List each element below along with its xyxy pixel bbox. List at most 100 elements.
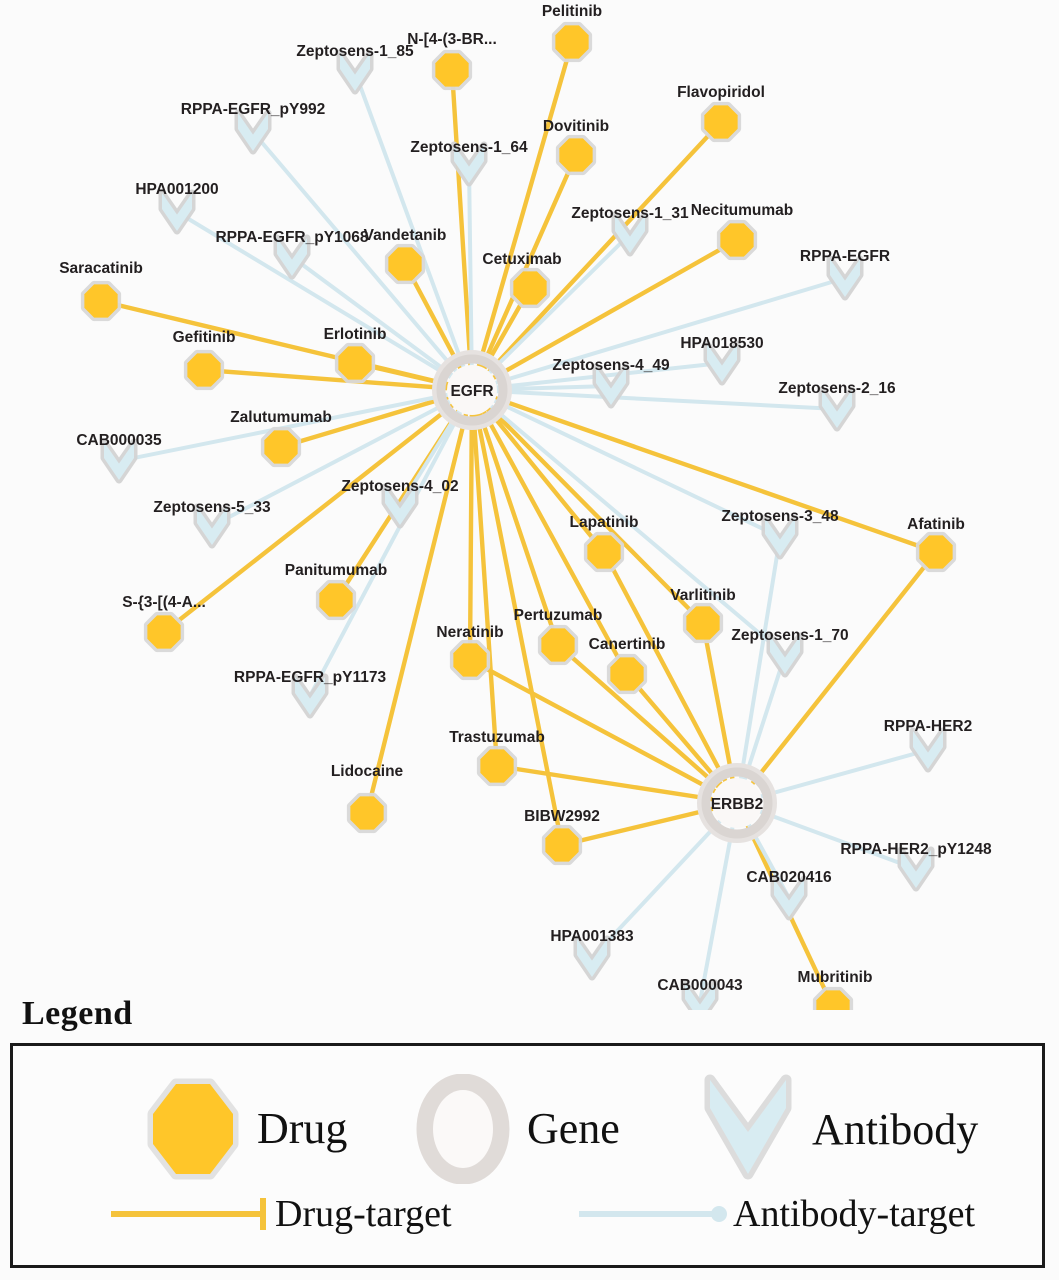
antibody-node[interactable] (681, 979, 719, 1010)
drug-node[interactable] (915, 531, 957, 573)
antibody-node[interactable] (761, 514, 799, 560)
drug-node[interactable] (80, 280, 122, 322)
drug-node[interactable] (334, 342, 376, 384)
drug-node[interactable] (431, 49, 473, 91)
edge-drug-target (161, 387, 475, 635)
drug-node[interactable] (183, 349, 225, 391)
drug-node-label: Erlotinib (324, 326, 387, 343)
drug-node[interactable] (346, 792, 388, 834)
gene-node-erbb2[interactable] (697, 763, 777, 843)
antibody-node-label: Zeptosens-1_85 (296, 43, 414, 60)
drug-node[interactable] (315, 579, 357, 621)
drug-node-label: Afatinib (907, 516, 965, 533)
antibody-node[interactable] (336, 49, 374, 95)
antibody-node[interactable] (234, 109, 272, 155)
drug-node-label: S-{3-[(4-A... (122, 594, 206, 611)
drug-node-label: Necitumumab (691, 202, 794, 219)
drug-node-label: Dovitinib (543, 118, 609, 135)
legend-label-antibody: Antibody (812, 1105, 979, 1154)
antibody-node[interactable] (611, 211, 649, 257)
drug-node[interactable] (541, 824, 583, 866)
edge-drug-target (469, 387, 706, 626)
drug-node[interactable] (551, 21, 593, 63)
antibody-node[interactable] (897, 846, 935, 892)
legend-item-antibody-target: Antibody-target (573, 1194, 975, 1234)
legend-item-gene: Gene (413, 1074, 620, 1184)
edge-drug-target (469, 387, 500, 769)
legend-edge-row: Drug-target Antibody-target (13, 1194, 1042, 1256)
antibody-node[interactable] (100, 438, 138, 484)
antibody-node[interactable] (703, 340, 741, 386)
antibody-node-label: Zeptosens-1_31 (571, 205, 689, 222)
drug-node[interactable] (700, 101, 742, 143)
legend-label-antibody-target: Antibody-target (733, 1193, 976, 1235)
network-canvas[interactable]: Zeptosens-1_85 RPPA-EGFR_pY992 Zeptosens-1… (0, 0, 1059, 1010)
antibody-node[interactable] (193, 503, 231, 549)
gene-node-egfr[interactable] (432, 350, 512, 430)
drug-node-label: Neratinib (436, 624, 503, 641)
gene-node-label: ERBB2 (711, 796, 764, 813)
edge-drug-target (494, 763, 740, 806)
legend: Legend Drug Gene (0, 990, 1059, 1280)
drug-node-label: N-[4-(3-BR... (407, 31, 497, 48)
edge-drug-target (469, 39, 575, 393)
drug-node-label: Lapatinib (570, 514, 639, 531)
antibody-node[interactable] (826, 255, 864, 301)
antibody-node-label: HPA001200 (135, 181, 218, 198)
drug-node-label: Canertinib (589, 636, 666, 653)
edge-drug-target (201, 367, 475, 393)
antibody-node[interactable] (381, 483, 419, 529)
drug-node[interactable] (449, 639, 491, 681)
drug-node[interactable] (143, 611, 185, 653)
edge-drug-target (469, 387, 630, 677)
drug-node-label: Mubritinib (798, 969, 873, 986)
antibody-node-label: Zeptosens-4_49 (552, 357, 670, 374)
octagon-icon (147, 1078, 239, 1180)
drug-node[interactable] (583, 531, 625, 573)
drug-node[interactable] (555, 134, 597, 176)
antibody-node[interactable] (818, 386, 856, 432)
antibody-node[interactable] (909, 727, 947, 773)
edge-drug-target (364, 387, 475, 816)
antibody-node-label: CAB000035 (76, 432, 162, 449)
drug-node[interactable] (812, 986, 854, 1010)
edge-antibody-target (251, 130, 474, 392)
antibody-node[interactable] (770, 875, 808, 921)
drug-node[interactable] (509, 267, 551, 309)
drug-node-label: Zalutumumab (230, 409, 332, 426)
drug-node[interactable] (476, 745, 518, 787)
edge-drug-target (624, 671, 740, 806)
antibody-node-label: CAB020416 (746, 869, 832, 886)
antibody-node[interactable] (291, 673, 329, 719)
drug-node-label: Pertuzumab (514, 607, 603, 624)
edge-antibody-target (735, 653, 787, 805)
antibody-node[interactable] (592, 363, 630, 409)
antibody-node[interactable] (273, 234, 311, 280)
edge-drug-target (467, 387, 475, 663)
antibody-node[interactable] (573, 935, 611, 981)
drug-node[interactable] (606, 653, 648, 695)
legend-title: Legend (22, 995, 133, 1032)
gene-node-label: EGFR (450, 383, 493, 400)
edge-antibody-target (470, 388, 787, 657)
antibody-node-label: HPA018530 (680, 335, 763, 352)
antibody-node-label: RPPA-EGFR_pY1068 (215, 229, 368, 246)
legend-label-drug: Drug (257, 1104, 348, 1153)
antibody-node-label: RPPA-EGFR_pY1173 (234, 669, 387, 686)
legend-item-antibody: Antibody (698, 1074, 978, 1186)
drug-node-label: Gefitinib (173, 329, 236, 346)
drug-node[interactable] (682, 602, 724, 644)
drug-node[interactable] (384, 243, 426, 285)
antibody-node[interactable] (158, 189, 196, 235)
node-label-layer: Zeptosens-1_85 RPPA-EGFR_pY992 Zeptosens-1… (59, 3, 992, 994)
antibody-node-label: Zeptosens-1_70 (731, 627, 848, 644)
antibody-node[interactable] (766, 632, 804, 678)
antibody-node[interactable] (450, 141, 488, 187)
drug-node-label: Trastuzumab (449, 729, 545, 746)
drug-node[interactable] (716, 219, 758, 261)
antibody-node-label: Zeptosens-2_16 (778, 380, 896, 397)
drug-node[interactable] (260, 426, 302, 468)
drug-node[interactable] (537, 624, 579, 666)
node-layer[interactable] (80, 21, 957, 1010)
